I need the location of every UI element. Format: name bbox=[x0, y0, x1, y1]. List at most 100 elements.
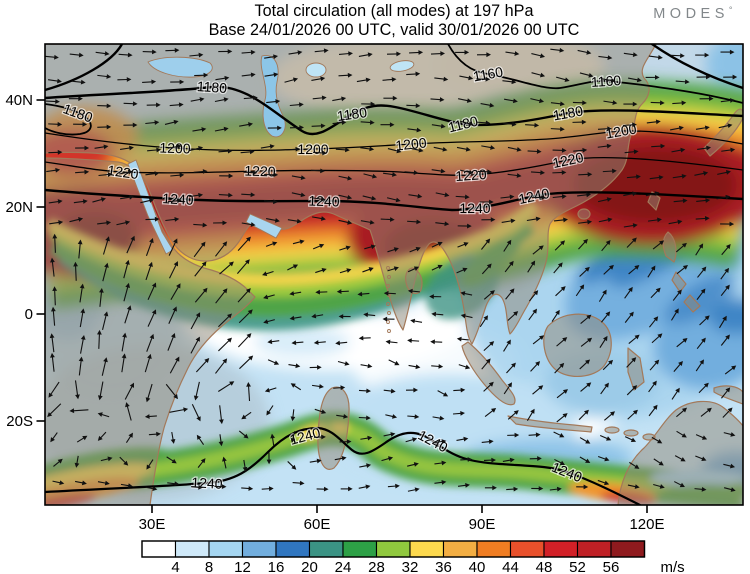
wind-arrow bbox=[119, 145, 134, 151]
wind-arrow bbox=[528, 432, 541, 438]
wind-arrow bbox=[101, 357, 108, 376]
wind-arrow bbox=[50, 352, 55, 372]
wind-arrow bbox=[456, 336, 469, 342]
wind-arrow bbox=[624, 286, 633, 299]
wind-arrow bbox=[672, 289, 682, 301]
new-guinea-fragment bbox=[713, 385, 743, 405]
wind-arrow bbox=[716, 194, 731, 200]
wind-arrow bbox=[339, 439, 352, 445]
wind-arrow bbox=[314, 48, 329, 54]
wind-arrow bbox=[241, 222, 256, 227]
colorbar-tick-label: 24 bbox=[335, 559, 352, 574]
wind-arrow bbox=[673, 360, 683, 372]
colorbar-tick-label: 36 bbox=[435, 559, 452, 574]
wind-arrow bbox=[723, 74, 738, 80]
wind-arrow bbox=[648, 404, 658, 417]
wind-arrow bbox=[218, 49, 233, 54]
wind-arrow bbox=[432, 415, 445, 421]
wind-arrow bbox=[601, 78, 616, 83]
wind-arrow bbox=[528, 290, 539, 302]
wind-arrow bbox=[241, 411, 252, 420]
colorbar-cell bbox=[208, 540, 244, 558]
wind-arrow bbox=[338, 194, 353, 200]
wind-arrow bbox=[407, 288, 420, 294]
wind-arrow bbox=[532, 335, 545, 345]
wind-arrow bbox=[99, 287, 104, 307]
wind-arrow bbox=[556, 413, 568, 423]
wind-arrow bbox=[291, 175, 306, 180]
wind-arrow bbox=[71, 79, 86, 85]
wind-arrow bbox=[338, 51, 353, 56]
wind-arrow bbox=[723, 463, 736, 469]
wind-arrow bbox=[123, 282, 130, 302]
wind-arrow bbox=[313, 340, 326, 345]
wind-arrow bbox=[73, 261, 78, 281]
colorbar-tick-label: 52 bbox=[569, 559, 586, 574]
wind-arrow bbox=[52, 480, 65, 486]
wind-arrow bbox=[695, 125, 710, 131]
wind-arrow bbox=[481, 145, 496, 150]
wind-arrow bbox=[435, 192, 450, 198]
wind-arrow bbox=[385, 414, 398, 419]
wind-arrow bbox=[459, 169, 474, 175]
wind-arrow bbox=[410, 318, 423, 324]
wind-arrow bbox=[288, 50, 303, 55]
wind-arrow bbox=[408, 193, 423, 199]
wind-arrow bbox=[214, 126, 229, 132]
wind-arrow bbox=[433, 146, 448, 152]
wind-arrow bbox=[503, 382, 513, 395]
wind-arrow bbox=[651, 143, 666, 149]
wind-arrow bbox=[117, 77, 132, 82]
wind-arrow bbox=[123, 122, 138, 128]
wind-arrow bbox=[167, 144, 182, 149]
wind-arrow bbox=[649, 175, 664, 180]
wind-arrow bbox=[455, 49, 470, 55]
wind-arrow bbox=[356, 77, 371, 83]
wind-arrow bbox=[292, 480, 305, 486]
wind-arrow bbox=[694, 171, 709, 176]
wind-arrow bbox=[264, 387, 277, 393]
wind-arrow bbox=[315, 267, 327, 274]
wind-arrow bbox=[532, 385, 544, 395]
wind-arrow bbox=[364, 244, 376, 250]
wind-arrow bbox=[387, 247, 399, 253]
wind-arrow bbox=[623, 223, 638, 228]
wind-arrow bbox=[527, 260, 536, 273]
wind-arrow bbox=[651, 333, 663, 344]
wind-arrow bbox=[387, 266, 399, 272]
wind-arrow bbox=[720, 221, 735, 227]
contour-label-1180: 1180 bbox=[336, 104, 368, 124]
wind-arrow bbox=[554, 240, 566, 251]
wind-arrow bbox=[165, 217, 180, 222]
wind-arrow bbox=[720, 284, 730, 297]
wind-arrow bbox=[382, 172, 397, 177]
wind-arrow bbox=[431, 168, 446, 174]
wind-arrow bbox=[676, 337, 688, 348]
wind-arrow bbox=[531, 72, 546, 78]
wind-arrow bbox=[144, 353, 152, 373]
wind-arrow bbox=[503, 239, 512, 252]
wind-arrow bbox=[553, 431, 565, 438]
wind-arrow bbox=[676, 430, 687, 438]
wind-arrow bbox=[358, 52, 373, 58]
wind-arrow bbox=[261, 486, 274, 492]
wind-arrow bbox=[52, 233, 58, 253]
wind-arrow bbox=[556, 337, 568, 347]
wind-arrow bbox=[627, 484, 640, 489]
wind-arrow bbox=[531, 486, 544, 491]
wind-arrow bbox=[316, 486, 329, 492]
wind-arrow bbox=[505, 51, 520, 56]
wind-arrow bbox=[98, 172, 113, 177]
wind-arrow bbox=[695, 243, 704, 256]
wind-arrow bbox=[697, 266, 707, 278]
japan-islands bbox=[703, 108, 743, 157]
wind-arrow bbox=[166, 456, 177, 464]
wind-arrow bbox=[79, 283, 85, 303]
wind-arrow bbox=[45, 99, 60, 104]
wind-arrow bbox=[577, 192, 592, 198]
wind-arrow bbox=[383, 432, 396, 437]
wind-arrow bbox=[599, 435, 612, 441]
wind-arrow bbox=[652, 240, 665, 250]
wind-arrow bbox=[408, 364, 421, 370]
wind-arrow bbox=[68, 96, 83, 102]
